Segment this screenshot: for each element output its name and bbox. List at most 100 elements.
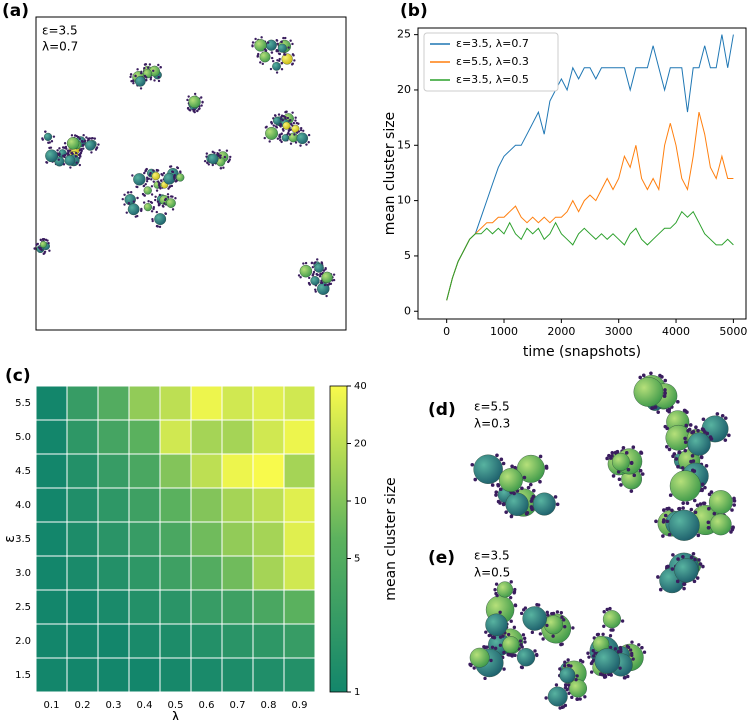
particle [282,121,291,130]
x-tick-label: 0.7 [230,700,246,711]
ligand [558,667,562,671]
ligand [297,274,301,277]
ligand [64,145,68,149]
ligand [278,52,282,56]
ligand [132,82,135,85]
ligand [730,508,734,512]
ligand [36,242,40,246]
ligand [149,171,152,175]
x-tick-label: 5000 [719,325,747,338]
ligand [691,430,696,434]
ligand [79,155,82,158]
ligand [490,483,495,487]
heatmap-cell [221,419,254,455]
heatmap-cell [190,385,223,421]
ligand [276,59,279,62]
ligand [43,250,47,253]
heatmap-cell [283,589,316,625]
ligand [284,110,287,114]
ligand [509,580,513,584]
ligand [675,579,680,584]
ligand [638,375,643,380]
ligand [682,586,686,591]
ligand [483,676,487,681]
ligand [640,472,645,476]
ligand [705,431,710,436]
ligand [152,207,155,210]
ligand [650,406,654,411]
particle [166,198,176,208]
ligand [565,687,569,691]
ligand [586,651,590,655]
heatmap-cell [35,419,68,455]
heatmap-cell [190,555,223,591]
panel-label: (a) [2,1,29,21]
ligand [144,169,148,172]
ligand [136,196,139,200]
ligand [583,695,587,699]
heatmap-cell [252,419,285,455]
ligand [216,152,219,155]
ligand [609,673,613,677]
particle [66,137,80,150]
ligand [264,126,268,129]
particle [568,679,587,698]
heatmap-cell [97,487,130,523]
ligand [78,137,82,141]
particle [469,647,490,668]
ligand [292,121,296,125]
ligand [272,124,275,127]
ligand [70,152,73,155]
ligand [150,178,153,181]
heatmap-cell [283,385,316,421]
heatmap-cell [35,521,68,557]
ligand [610,450,615,455]
particle [314,263,324,273]
heatmap-cell [128,657,161,693]
ligand [131,79,135,83]
legend-label: ε=5.5, λ=0.3 [456,55,529,68]
legend-label: ε=3.5, λ=0.5 [456,73,529,86]
ligand [591,648,595,653]
ligand [671,553,675,557]
ligand [521,633,526,637]
x-tick-label: 0 [443,325,450,338]
line-series [446,111,734,301]
ligand [578,697,582,701]
heatmap-cell [283,657,316,693]
ligand [662,508,666,512]
ligand [197,108,200,111]
ligand [680,466,685,470]
particle [559,667,576,684]
heatmap-cell [97,623,130,659]
particle [154,213,167,226]
ligand [603,673,607,678]
ligand [156,225,160,228]
ligand [121,197,124,201]
ligand [279,124,282,127]
ligand [143,74,147,78]
y-tick-label: 5.5 [15,398,31,409]
ligand [689,507,694,512]
ligand [530,630,535,635]
ligand [499,457,504,462]
ligand [639,450,643,455]
ligand [76,135,80,139]
ligand [575,674,579,678]
y-tick-label: 20 [397,83,411,96]
ligand [219,156,222,159]
ligand [663,378,668,383]
ligand [90,151,93,154]
ligand [695,503,700,508]
ligand [41,138,45,141]
y-tick-label: 3.0 [15,568,31,579]
ligand [270,56,274,60]
ligand [626,467,631,472]
ligand [720,414,725,418]
ligand [591,654,596,658]
ligand [74,155,78,158]
ligand [489,658,493,663]
ligand [685,501,690,505]
heatmap-cell [190,657,223,693]
ligand [148,63,152,66]
